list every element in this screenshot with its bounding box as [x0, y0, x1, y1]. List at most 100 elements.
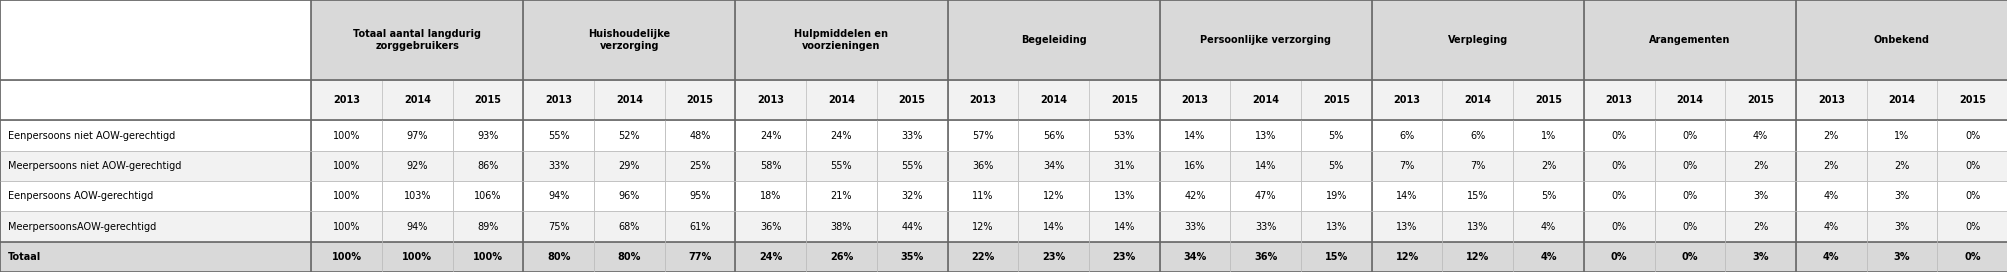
Text: 2015: 2015	[1110, 95, 1138, 105]
Text: 0%: 0%	[1680, 252, 1698, 262]
Bar	[1230, 242, 1301, 272]
Bar	[1867, 80, 1937, 120]
Text: 61%: 61%	[688, 222, 710, 231]
Text: 0%: 0%	[1682, 131, 1696, 141]
Text: Totaal aantal langdurig
zorggebruikers: Totaal aantal langdurig zorggebruikers	[353, 29, 482, 51]
Text: 2013: 2013	[1816, 95, 1844, 105]
Text: 11%: 11%	[971, 191, 993, 201]
Bar	[1584, 120, 1654, 151]
Bar	[1867, 120, 1937, 151]
Bar	[947, 80, 1018, 120]
Bar	[877, 80, 947, 120]
Bar	[805, 80, 877, 120]
Text: 33%: 33%	[1254, 222, 1276, 231]
Text: 38%: 38%	[831, 222, 851, 231]
Text: 100%: 100%	[333, 222, 359, 231]
Bar	[1584, 151, 1654, 181]
Bar	[1301, 211, 1371, 242]
Text: 33%: 33%	[548, 161, 570, 171]
Bar	[452, 181, 524, 211]
Bar	[1301, 242, 1371, 272]
Text: 12%: 12%	[971, 222, 993, 231]
Text: 0%: 0%	[1965, 131, 1979, 141]
Text: 14%: 14%	[1184, 131, 1204, 141]
Text: 18%: 18%	[761, 191, 781, 201]
Text: 35%: 35%	[899, 252, 923, 262]
Bar	[0, 151, 311, 181]
Bar	[735, 0, 947, 80]
Bar	[1371, 120, 1441, 151]
Text: 2%: 2%	[1822, 131, 1838, 141]
Text: 36%: 36%	[971, 161, 993, 171]
Bar	[381, 120, 452, 151]
Text: 2013: 2013	[969, 95, 995, 105]
Text: 94%: 94%	[405, 222, 427, 231]
Bar	[1867, 242, 1937, 272]
Text: 24%: 24%	[831, 131, 851, 141]
Text: 2013: 2013	[1180, 95, 1208, 105]
Bar	[1088, 211, 1160, 242]
Text: 96%: 96%	[618, 191, 640, 201]
Bar	[1230, 151, 1301, 181]
Bar	[1441, 80, 1513, 120]
Bar	[877, 181, 947, 211]
Bar	[1513, 151, 1584, 181]
Bar	[1867, 151, 1937, 181]
Text: 3%: 3%	[1752, 252, 1768, 262]
Text: 5%: 5%	[1539, 191, 1555, 201]
Bar	[1160, 242, 1230, 272]
Text: Begeleiding: Begeleiding	[1020, 35, 1086, 45]
Bar	[1088, 80, 1160, 120]
Text: Onbekend: Onbekend	[1873, 35, 1929, 45]
Text: 21%: 21%	[831, 191, 851, 201]
Bar	[524, 0, 735, 80]
Bar	[1088, 242, 1160, 272]
Text: 2015: 2015	[686, 95, 712, 105]
Text: 2014: 2014	[616, 95, 642, 105]
Bar	[1724, 242, 1794, 272]
Bar	[381, 181, 452, 211]
Text: Verpleging: Verpleging	[1447, 35, 1507, 45]
Text: 44%: 44%	[901, 222, 923, 231]
Text: 2%: 2%	[1539, 161, 1555, 171]
Text: 23%: 23%	[1112, 252, 1136, 262]
Bar	[1867, 181, 1937, 211]
Text: 4%: 4%	[1822, 252, 1838, 262]
Text: 55%: 55%	[901, 161, 923, 171]
Text: 26%: 26%	[829, 252, 853, 262]
Bar	[381, 80, 452, 120]
Bar	[311, 181, 381, 211]
Text: 34%: 34%	[1042, 161, 1064, 171]
Bar	[1794, 151, 1867, 181]
Bar	[524, 211, 594, 242]
Text: 0%: 0%	[1682, 222, 1696, 231]
Text: Persoonlijke verzorging: Persoonlijke verzorging	[1200, 35, 1331, 45]
Bar	[1371, 80, 1441, 120]
Bar	[664, 120, 735, 151]
Text: 24%: 24%	[759, 252, 783, 262]
Bar	[877, 242, 947, 272]
Text: 2014: 2014	[1252, 95, 1278, 105]
Bar	[664, 151, 735, 181]
Text: 3%: 3%	[1893, 191, 1909, 201]
Text: 94%: 94%	[548, 191, 570, 201]
Bar	[1018, 151, 1088, 181]
Text: 58%: 58%	[761, 161, 781, 171]
Text: 2013: 2013	[546, 95, 572, 105]
Bar	[1301, 80, 1371, 120]
Bar	[947, 151, 1018, 181]
Bar	[1654, 151, 1724, 181]
Bar	[664, 211, 735, 242]
Text: 29%: 29%	[618, 161, 640, 171]
Text: 0%: 0%	[1612, 161, 1626, 171]
Bar	[947, 181, 1018, 211]
Bar	[0, 242, 311, 272]
Bar	[1371, 211, 1441, 242]
Text: 2015: 2015	[1323, 95, 1349, 105]
Text: 95%: 95%	[688, 191, 710, 201]
Text: 57%: 57%	[971, 131, 993, 141]
Bar	[1654, 242, 1724, 272]
Bar	[735, 151, 805, 181]
Bar	[1794, 120, 1867, 151]
Bar	[1724, 151, 1794, 181]
